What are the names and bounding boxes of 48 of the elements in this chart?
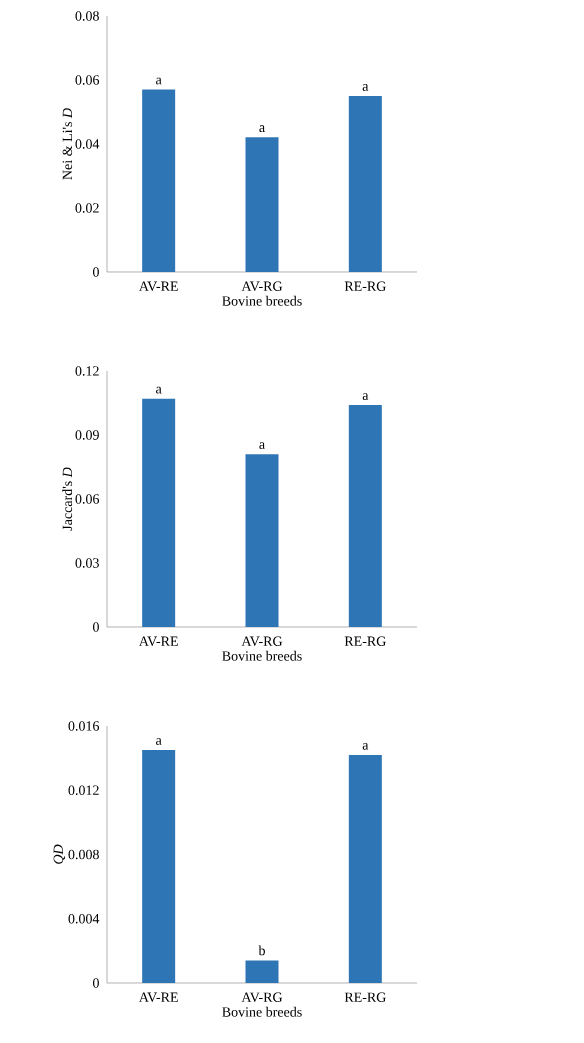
y-tick-label: 0.004 xyxy=(68,913,100,924)
y-axis-title: Jaccard's D xyxy=(62,467,73,531)
x-tick-label: RE-RG xyxy=(344,636,386,646)
x-tick-label: AV-RE xyxy=(138,636,178,646)
x-tick-label: RE-RG xyxy=(344,992,386,1002)
annotation: a xyxy=(259,125,265,133)
annotation: a xyxy=(362,743,369,750)
y-tick-label: 0 xyxy=(93,978,99,988)
bar xyxy=(245,454,279,627)
annotation: a xyxy=(156,738,162,745)
y-tick-label: 0.06 xyxy=(75,494,100,504)
bar xyxy=(142,89,176,272)
y-tick-label: 0.008 xyxy=(68,849,99,860)
x-axis-title: Bovine breeds xyxy=(222,1006,302,1017)
x-tick-label: RE-RG xyxy=(344,281,386,291)
y-tick-label: 0 xyxy=(93,622,99,632)
y-tick-label: 0.06 xyxy=(75,75,100,85)
bar xyxy=(142,750,176,983)
y-tick-label: 0.02 xyxy=(75,203,99,213)
y-axis-title: Nei & Li's D xyxy=(62,108,73,180)
annotation: a xyxy=(156,77,162,85)
x-axis-title: Bovine breeds xyxy=(222,295,302,306)
x-tick-label: AV-RG xyxy=(241,636,283,647)
x-axis-title: Bovine breeds xyxy=(222,650,302,661)
y-tick-label: 0.012 xyxy=(68,785,99,796)
annotation: a xyxy=(156,386,162,394)
y-tick-label: 0.09 xyxy=(75,430,99,440)
bar xyxy=(245,137,279,272)
bar xyxy=(348,95,382,272)
bar xyxy=(348,405,382,627)
y-axis-title: QD xyxy=(53,844,66,864)
bar xyxy=(348,754,382,983)
x-tick-label: AV-RE xyxy=(138,992,178,1002)
x-tick-label: AV-RG xyxy=(241,992,283,1003)
annotation: b xyxy=(258,945,265,956)
y-tick-label: 0.08 xyxy=(75,11,99,21)
y-tick-label: 0.016 xyxy=(68,721,100,731)
annotation: a xyxy=(259,442,265,449)
x-tick-label: AV-RE xyxy=(138,281,178,291)
y-tick-label: 0.03 xyxy=(75,558,99,568)
bar xyxy=(142,398,176,627)
y-tick-label: 0.12 xyxy=(75,366,99,376)
y-tick-label: 0 xyxy=(93,267,99,277)
annotation: a xyxy=(362,393,369,400)
bar xyxy=(245,960,279,983)
y-tick-label: 0.04 xyxy=(75,139,100,149)
x-tick-label: AV-RG xyxy=(241,281,283,292)
annotation: a xyxy=(362,84,369,91)
